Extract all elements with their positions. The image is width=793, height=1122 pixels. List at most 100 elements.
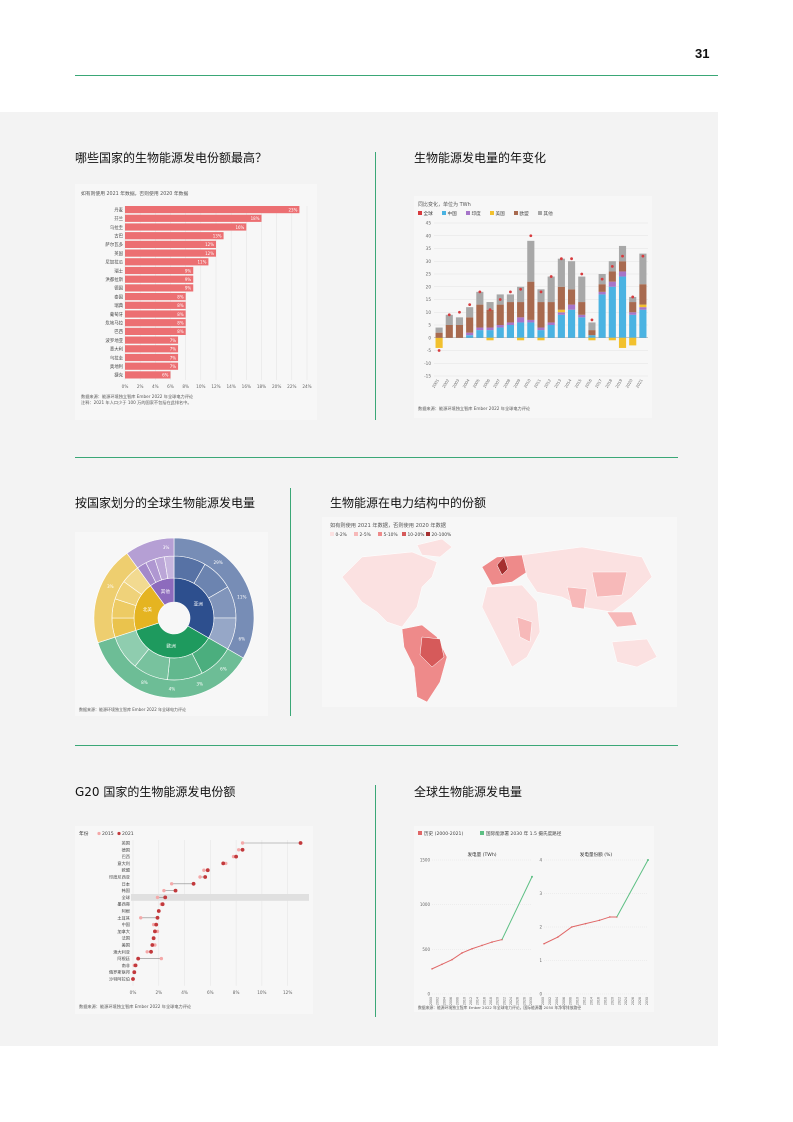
outer-label: 8% [141,680,148,685]
data-label: 11% [198,260,207,265]
map-region-north-america [341,551,438,628]
legend-label: 印度 [472,210,482,217]
bar-segment [476,330,484,338]
x-tick-label: 6% [167,384,174,389]
x-tick-label: 2007 [492,378,501,389]
history-point [481,944,483,947]
bar-segment [598,294,606,338]
history-point [471,947,473,950]
dot-2021 [133,963,138,968]
x-tick-label: 2013 [553,378,562,389]
bar-segment [598,284,606,292]
bar-segment [629,337,637,346]
bar [125,249,216,257]
x-tick-label: 2002 [436,997,440,1005]
bar-segment [557,258,565,287]
x-tick-label: 2008 [502,378,511,389]
x-tick-label: 2012 [543,378,552,389]
global-marker [610,264,614,268]
x-tick-label: 2021 [635,378,644,389]
bar-segment [629,312,637,315]
dot-2021 [132,970,137,975]
highlight-row [131,894,309,901]
bar-segment [496,304,504,325]
share-bar-card: 如有则使用 2021 年数据，否则使用 2020 年数据 0% 2% 4% 6% 8% 10… [75,184,317,420]
dot-2015 [145,950,149,954]
x-tick-label: 2005 [472,378,481,389]
x-tick-label: 4% [152,384,159,389]
global-marker [570,257,573,261]
category-label: 意大利 [110,346,123,353]
dot-2021 [205,868,210,873]
dot-2021 [153,929,157,934]
bar [125,293,186,301]
bar-segment [608,337,616,341]
pathway-point [647,859,649,861]
y-tick-label: -5 [427,348,432,353]
data-label: 13% [213,234,222,239]
bar-segment [639,309,647,338]
legend-swatch [442,211,446,215]
x-tick-label: 2016 [596,997,600,1005]
global-gen-chart: 历史 (2000-2021) 国际能源署 2030 年 1.5 摄氏度路径发电量 … [418,830,649,1010]
legend-swatch [354,532,358,536]
legend-label: 全球 [424,210,434,217]
legend-swatch [97,831,101,836]
bar-segment [588,335,596,338]
x-tick-label: 2028 [638,997,642,1005]
global-marker [539,290,543,294]
dot-2021 [298,841,303,845]
dot-2015 [155,895,160,900]
category-label: 德国 [122,846,130,853]
y-tick-label: 1000 [420,902,431,907]
legend-swatch [117,831,121,836]
bar-segment [639,284,647,305]
x-tick-label: 2% [155,990,162,995]
y-tick-label: 40 [426,233,432,238]
bar-segment [517,317,525,323]
y-tick-label: -10 [424,361,431,366]
global-marker [600,277,604,281]
bar-segment [486,327,494,331]
dot-2021 [240,847,245,852]
outer-label: 3% [163,545,170,550]
bar-segment [486,302,494,310]
data-label: 6% [162,373,169,378]
category-label: 墨西哥 [117,902,130,908]
category-label: 捷克 [114,372,123,379]
category-label: 阿根廷 [117,955,130,962]
section-title-yearly-change: 生物能源发电量的年变化 [414,151,547,165]
history-point [451,958,453,961]
dot-2021 [155,915,160,920]
legend-swatch [466,211,470,215]
y-tick-label: 15 [426,297,432,302]
x-tick-label: 0% [130,990,137,995]
x-tick-label: 2024 [624,997,628,1005]
x-tick-label: 2014 [476,997,480,1005]
bar-segment [588,330,596,336]
outer-label: 3% [107,584,114,589]
map-region-southeast-asia [606,611,638,628]
dot-2015 [240,841,245,845]
bar-segment [527,319,535,323]
legend-swatch [418,831,422,835]
y-tick-label: 500 [422,947,430,952]
bar [125,371,171,379]
legend-swatch [538,211,542,215]
x-tick-label: 18% [257,384,266,389]
bar-segment [629,296,637,303]
x-tick-label: 2026 [631,997,635,1005]
y-tick-label: 20 [426,284,432,289]
y-tick-label: 10 [426,310,432,315]
category-label: 韩国 [122,887,130,894]
dot-2021 [160,902,165,907]
x-tick-label: 2002 [548,997,552,1005]
dot-2015 [139,916,143,920]
source-note: 数据来源：能源环境独立智库 Ember 2022 年全球电力评论 [79,1003,192,1010]
x-tick-label: 8% [233,990,240,995]
bar-segment [466,335,474,338]
x-tick-label: 2020 [624,378,633,389]
category-label: 土耳其 [117,914,130,921]
pathway-point [531,875,533,878]
bar [125,240,216,248]
